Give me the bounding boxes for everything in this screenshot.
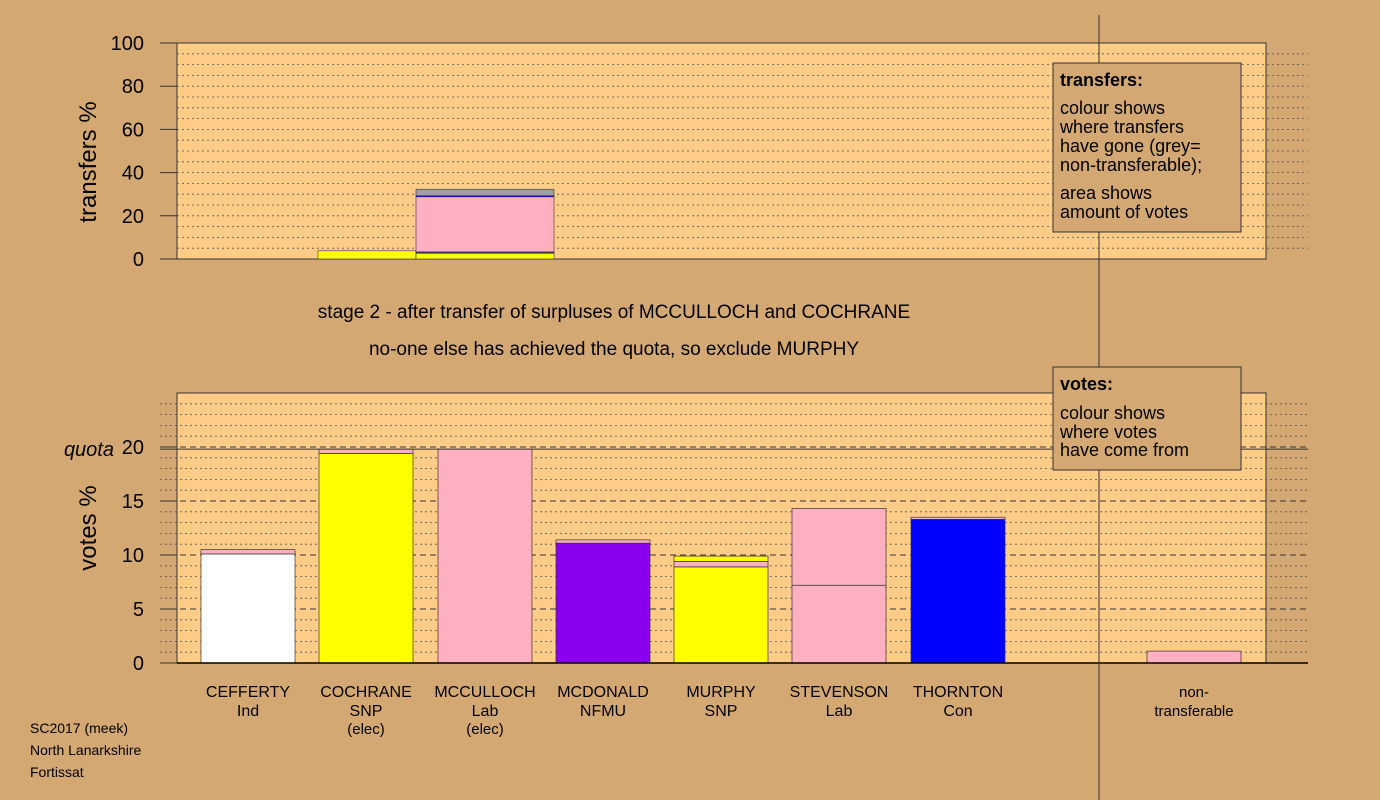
- candidate-label: Con: [943, 703, 972, 720]
- candidate-label: non-: [1179, 684, 1209, 701]
- transfers-bar-segment: [415, 196, 555, 253]
- candidate-label: MURPHY: [686, 684, 756, 701]
- transfers-legend-line: amount of votes: [1060, 202, 1188, 222]
- votes-legend-line: colour shows: [1060, 403, 1165, 423]
- transfers-y-tick-label: 40: [122, 163, 144, 185]
- votes-category-labels: CEFFERTYIndCOCHRANESNP(elec)MCCULLOCHLab…: [206, 684, 1234, 738]
- votes-y-ticks: 0 5 10 15 20: [122, 437, 177, 675]
- votes-bar-segment: [318, 453, 414, 664]
- transfers-y-tick-label: 60: [122, 119, 144, 141]
- candidate-label: THORNTON: [913, 684, 1003, 701]
- candidate-label: (elec): [347, 721, 385, 738]
- votes-bar-segment: [555, 539, 651, 544]
- transfers-legend-line: non-transferable);: [1060, 155, 1202, 175]
- transfers-bar-segment: [415, 188, 555, 197]
- transfers-y-tick-label: 20: [122, 206, 144, 228]
- candidate-label: Lab: [472, 703, 499, 720]
- votes-legend: votes: colour shows where votes have com…: [1052, 366, 1242, 471]
- candidate-label: MCCULLOCH: [434, 684, 535, 701]
- footer-line: Fortissat: [30, 764, 84, 780]
- transfers-legend-line: where transfers: [1059, 117, 1184, 137]
- transfers-gridlines: [177, 53, 1308, 249]
- stage-text-line-1: stage 2 - after transfer of surpluses of…: [318, 302, 910, 323]
- candidate-label: SNP: [705, 703, 738, 720]
- votes-bar-segment: [673, 561, 769, 568]
- votes-y-axis-label: votes %: [75, 485, 102, 570]
- transfers-legend-line: area shows: [1060, 183, 1152, 203]
- votes-bar-segment: [910, 519, 1006, 664]
- votes-y-tick-label: 20: [122, 437, 144, 459]
- candidate-label: Ind: [237, 703, 259, 720]
- candidate-label: Lab: [826, 703, 853, 720]
- candidate-label: CEFFERTY: [206, 684, 290, 701]
- transfers-y-tick-label: 0: [133, 249, 144, 271]
- votes-y-tick-label: 0: [133, 653, 144, 675]
- votes-bar-segment: [200, 553, 296, 664]
- votes-bars: [200, 448, 1242, 664]
- candidate-label: (elec): [466, 721, 504, 738]
- votes-bar-segment: [555, 542, 651, 664]
- transfers-legend-line: have gone (grey=: [1060, 136, 1201, 156]
- votes-bar-segment: [673, 555, 769, 562]
- quota-label: quota: [64, 439, 114, 461]
- candidate-label: STEVENSON: [790, 684, 889, 701]
- votes-bar-segment: [791, 584, 887, 664]
- transfers-y-axis-label: transfers %: [75, 101, 102, 222]
- votes-bar-segment: [437, 448, 533, 664]
- transfers-legend-box: [1052, 62, 1242, 233]
- votes-legend-line: where votes: [1059, 422, 1157, 442]
- votes-y-tick-label: 10: [122, 545, 144, 567]
- stage-text-line-2: no-one else has achieved the quota, so e…: [369, 339, 859, 360]
- transfers-legend: transfers: colour shows where transfers …: [1052, 62, 1242, 233]
- transfers-bar-segment: [317, 250, 417, 260]
- votes-bar-segment: [791, 508, 887, 586]
- votes-bar-segment: [1146, 650, 1242, 664]
- candidate-label: MCDONALD: [557, 684, 649, 701]
- votes-bar-segment: [318, 448, 414, 454]
- footer-line: SC2017 (meek): [30, 720, 129, 736]
- votes-bar-segment: [910, 516, 1006, 520]
- votes-bar-segment: [673, 566, 769, 664]
- votes-y-tick-label: 5: [133, 599, 144, 621]
- votes-bar-segment: [200, 549, 296, 555]
- footer-line: North Lanarkshire: [30, 742, 142, 758]
- votes-y-tick-label: 15: [122, 491, 144, 513]
- candidate-label: transferable: [1154, 703, 1233, 720]
- transfers-y-tick-label: 100: [111, 33, 144, 55]
- candidate-label: NFMU: [580, 703, 626, 720]
- votes-legend-title: votes:: [1060, 374, 1113, 394]
- candidate-label: COCHRANE: [320, 684, 412, 701]
- votes-legend-line: have come from: [1060, 440, 1189, 460]
- transfers-legend-title: transfers:: [1060, 70, 1143, 90]
- votes-legend-box: [1052, 366, 1242, 471]
- transfers-y-tick-label: 80: [122, 76, 144, 98]
- candidate-label: SNP: [350, 703, 383, 720]
- transfers-bars: [317, 188, 555, 260]
- transfers-bar-segment: [415, 253, 555, 260]
- transfers-y-ticks: 0 20 40 60 80 100: [111, 33, 177, 271]
- transfers-legend-line: colour shows: [1060, 98, 1165, 118]
